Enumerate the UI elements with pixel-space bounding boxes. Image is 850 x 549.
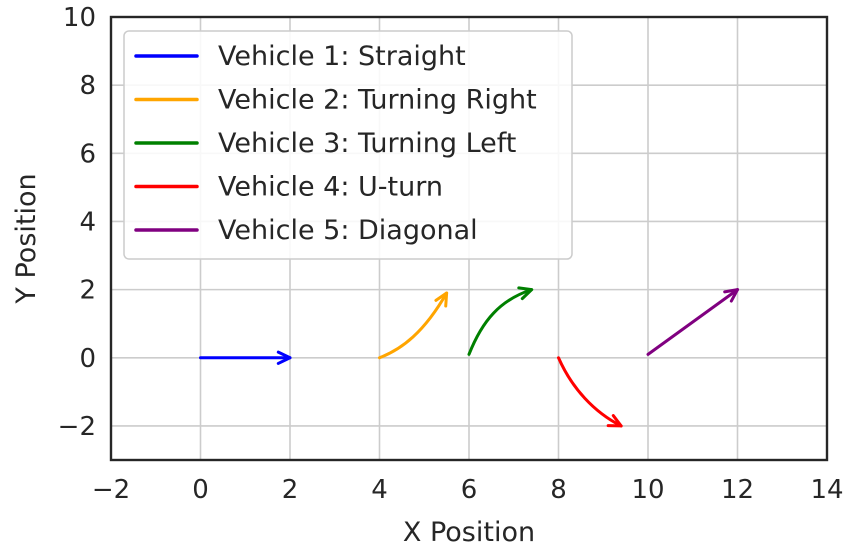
y-ticks: −2 0 2 4 6 8 10 <box>58 3 96 442</box>
arrow-head <box>276 350 292 365</box>
plot-frame <box>109 15 829 462</box>
legend-label: Vehicle 2: Turning Right <box>218 85 537 116</box>
x-tick-label: 14 <box>810 475 843 505</box>
legend-label: Vehicle 4: U-turn <box>218 172 443 203</box>
series-line <box>467 288 534 356</box>
x-ticks: −2 0 2 4 6 8 10 12 14 <box>92 475 844 505</box>
series-3 <box>467 286 534 356</box>
legend-label: Vehicle 3: Turning Left <box>218 128 516 159</box>
y-tick-label: 2 <box>79 276 96 306</box>
series-1 <box>199 350 292 365</box>
x-tick-label: 4 <box>371 475 388 505</box>
y-tick-label: 10 <box>63 3 96 33</box>
x-tick-label: 6 <box>461 475 478 505</box>
series-line <box>378 291 449 360</box>
y-tick-label: 4 <box>79 207 96 237</box>
legend-item: Vehicle 4: U-turn <box>134 172 443 203</box>
x-tick-label: 2 <box>282 475 299 505</box>
legend-label: Vehicle 5: Diagonal <box>218 215 478 246</box>
legend-item: Vehicle 1: Straight <box>134 41 466 72</box>
legend-label: Vehicle 1: Straight <box>218 41 466 72</box>
arrow-head <box>723 288 739 303</box>
x-axis-label: X Position <box>403 517 535 548</box>
x-tick-label: 12 <box>721 475 754 505</box>
y-axis-label: Y Position <box>11 173 42 304</box>
series-line <box>557 356 623 428</box>
legend: Vehicle 1: Straight Vehicle 2: Turning Ri… <box>123 30 573 260</box>
x-tick-label: 8 <box>550 475 567 505</box>
y-tick-label: 8 <box>79 71 96 101</box>
arrow-head <box>606 414 623 428</box>
x-tick-label: −2 <box>92 475 130 505</box>
legend-item: Vehicle 3: Turning Left <box>134 128 516 159</box>
x-tick-label: 0 <box>192 475 209 505</box>
legend-item: Vehicle 5: Diagonal <box>134 215 478 246</box>
series-layer <box>199 286 739 428</box>
legend-box <box>123 30 573 260</box>
series-line <box>646 288 739 356</box>
series-5 <box>646 288 739 356</box>
series-2 <box>378 291 449 360</box>
arrow-head <box>434 291 449 308</box>
y-tick-label: 0 <box>79 344 96 374</box>
legend-item: Vehicle 2: Turning Right <box>134 85 537 116</box>
y-tick-label: −2 <box>58 412 96 442</box>
arrow-head <box>517 286 534 301</box>
series-4 <box>557 356 623 428</box>
y-tick-label: 6 <box>79 139 96 169</box>
x-tick-label: 10 <box>631 475 664 505</box>
